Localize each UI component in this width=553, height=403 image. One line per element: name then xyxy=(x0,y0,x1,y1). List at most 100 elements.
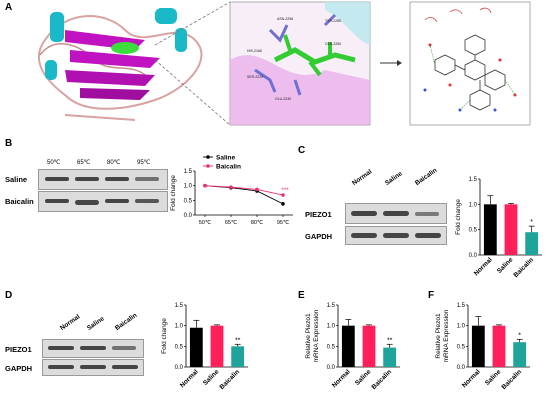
col-label-c-baicalin: Baicalin xyxy=(413,166,439,187)
chart-b-xtick-label-1: 65℃ xyxy=(225,220,238,226)
chart-b-legend-marker-1 xyxy=(206,164,210,168)
chart-e-bar-0 xyxy=(341,325,355,367)
chart-d-xtick-label-0: Normal xyxy=(179,368,200,389)
chart-c-bar-0 xyxy=(483,204,497,255)
blot-row-label-baicalin: Baicalin xyxy=(5,197,34,206)
chart-c-ytick-label-3: 1.5 xyxy=(469,177,478,183)
chart-d-xtick-label-1: Saline xyxy=(202,368,221,387)
blot-strip-c-piezo1 xyxy=(345,203,447,224)
chart-e-xtick-label-2: Baicalin xyxy=(370,368,393,391)
chart-d-significance: ** xyxy=(235,337,241,344)
blot-strip-c-gapdh xyxy=(345,226,447,245)
blot-row-label-c-piezo1: PIEZO1 xyxy=(305,210,332,219)
chart-f-bar: 0.0 0.5 1.0 1.5 Relative Piezo1 mRNA Expressi… xyxy=(435,303,530,391)
chart-f-bar-1 xyxy=(492,325,506,367)
chart-e-bar: 0.0 0.5 1.0 1.5 Relative Piezo1 mRNA Expressi… xyxy=(305,303,400,391)
chart-c-xtick-label-2: Baicalin xyxy=(512,256,535,279)
panel-label-b: B xyxy=(5,138,13,149)
chart-f-ylabel-line-1: mRNA Expression xyxy=(443,309,450,362)
chart-f-xtick-label-2: Baicalin xyxy=(500,368,523,391)
col-label-d-saline: Saline xyxy=(85,315,106,332)
chart-c-bar-1 xyxy=(504,204,518,255)
panel-label-c: C xyxy=(298,145,306,156)
chart-c-ytick-label-0: 0.0 xyxy=(469,253,478,259)
chart-b-ytick-label-1: 0.5 xyxy=(184,198,193,204)
panel-label-d: D xyxy=(5,290,13,301)
temp-label-65: 65℃ xyxy=(77,160,91,166)
temp-label-50: 50℃ xyxy=(47,160,61,166)
chart-d-bar: 0.0 0.5 1.0 1.5 Fold change Normal SalineBaica… xyxy=(161,303,248,391)
blot-strip-d-gapdh xyxy=(42,359,144,376)
chart-f-ytick-label-2: 1.0 xyxy=(457,324,466,330)
panel-a-structures: TYR-2285 ASN-2256 HIS-2166 GLN-2280 SER-… xyxy=(38,1,531,126)
residue-label-5: SER-2229 xyxy=(247,75,263,79)
protein-ribbon-image xyxy=(38,8,203,121)
chart-d-bar-1 xyxy=(210,325,224,367)
col-label-d-baicalin: Baicalin xyxy=(113,311,139,332)
chart-c-xtick-label-1: Saline xyxy=(496,256,515,275)
residue-label-6: GLU-2230 xyxy=(275,97,291,101)
interaction-diagram-image xyxy=(409,1,531,126)
chart-c-ytick-label-2: 1.0 xyxy=(469,202,478,208)
chart-b-significance: *** xyxy=(281,187,289,194)
residue-label-2: ASN-2256 xyxy=(277,17,293,21)
chart-b-ytick-label-3: 1.5 xyxy=(184,169,193,175)
blot-strip-d-piezo1 xyxy=(42,339,144,358)
chart-f-bar-2 xyxy=(513,342,527,367)
chart-f-ytick-label-3: 1.5 xyxy=(457,303,466,309)
blot-row-label-d-gapdh: GAPDH xyxy=(5,364,33,373)
chart-e-ylabel-line-1: mRNA Expression xyxy=(313,309,320,362)
chart-f-bar-0 xyxy=(471,325,485,367)
chart-b-ytick-label-0: 0.0 xyxy=(184,213,193,219)
docking-zoom-image: TYR-2285 ASN-2256 HIS-2166 GLN-2280 SER-… xyxy=(229,1,371,126)
chart-b-legend-marker-0 xyxy=(206,155,210,159)
chart-d-bar-0 xyxy=(189,327,203,367)
chart-e-bar-1 xyxy=(362,325,376,367)
chart-e-significance: ** xyxy=(387,337,393,344)
chart-b-line: 0.0 0.5 1.0 1.5 Fold change 50℃ 65℃ 80℃ 95℃ Salin… xyxy=(170,154,293,226)
chart-e-ylabel-line-0: Relative Piezo1 xyxy=(305,313,312,359)
chart-d-ytick-label-2: 1.0 xyxy=(175,324,184,330)
chart-b-xtick-label-2: 80℃ xyxy=(251,220,264,226)
chart-b-series-0-point-3 xyxy=(281,202,285,206)
residue-label-4: GLN-2280 xyxy=(325,42,341,46)
chart-b-legend-label-0: Saline xyxy=(216,154,236,161)
chart-e-ytick-label-2: 1.0 xyxy=(327,324,336,330)
col-label-d-normal: Normal xyxy=(58,313,82,332)
chart-f-ytick-label-1: 0.5 xyxy=(457,344,466,350)
col-label-c-normal: Normal xyxy=(350,168,374,187)
blot-strip-saline xyxy=(38,169,168,190)
chart-f-xtick-label-1: Saline xyxy=(484,368,503,387)
blot-row-label-d-piezo1: PIEZO1 xyxy=(5,345,32,354)
blot-row-label-c-gapdh: GAPDH xyxy=(305,232,333,241)
chart-b-series-1-point-1 xyxy=(229,185,233,189)
col-label-c-saline: Saline xyxy=(383,170,404,187)
chart-d-ytick-label-0: 0.0 xyxy=(175,365,184,371)
chart-e-ytick-label-0: 0.0 xyxy=(327,365,336,371)
chart-f-significance: * xyxy=(518,332,521,339)
chart-b-ylabel: Fold change xyxy=(170,175,177,211)
panel-label-f: F xyxy=(428,290,435,301)
chart-e-xtick-label-0: Normal xyxy=(331,368,352,389)
panel-label-a: A xyxy=(5,2,13,13)
temp-label-80: 80℃ xyxy=(107,160,121,166)
chart-d-ytick-label-1: 0.5 xyxy=(175,344,184,350)
panel-label-e: E xyxy=(298,290,305,301)
chart-c-ylabel: Fold change xyxy=(455,199,462,235)
chart-f-ytick-label-0: 0.0 xyxy=(457,365,466,371)
chart-d-ylabel: Fold change xyxy=(161,318,168,354)
chart-b-series-line-1 xyxy=(204,185,284,196)
chart-c-significance: * xyxy=(530,219,533,226)
chart-c-bar-2 xyxy=(525,232,539,255)
chart-b-xtick-label-3: 95℃ xyxy=(277,220,290,226)
chart-c-bar: 0.0 0.5 1.0 1.5 Fold change Normal SalineBaica… xyxy=(455,177,542,279)
chart-b-ytick-label-2: 1.0 xyxy=(184,184,193,190)
arrow-icon xyxy=(397,60,402,66)
chart-c-xtick-label-0: Normal xyxy=(473,256,494,277)
chart-d-ytick-label-3: 1.5 xyxy=(175,303,184,309)
chart-b-series-1-point-0 xyxy=(203,183,207,188)
chart-b-legend-label-1: Baicalin xyxy=(216,163,241,170)
chart-f-ylabel-line-0: Relative Piezo1 xyxy=(435,313,442,359)
blot-strip-baicalin xyxy=(38,191,168,212)
chart-b-series-1-point-2 xyxy=(255,187,259,192)
